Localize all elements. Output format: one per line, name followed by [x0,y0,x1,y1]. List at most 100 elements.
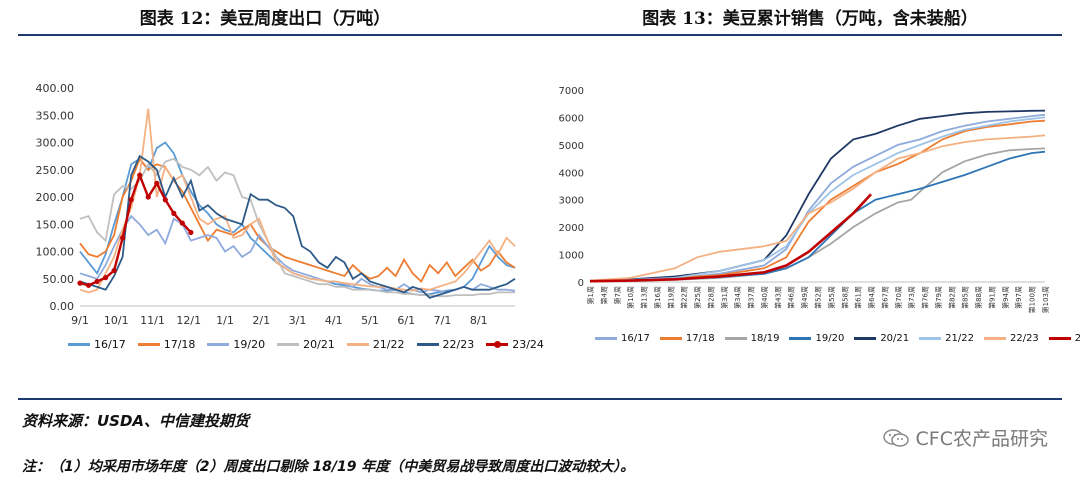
y-tick-label: 50.00 [43,273,75,286]
series-line-19-20 [589,150,1046,283]
series-point-23-24 [171,210,177,216]
x-tick-label: 第91周 [987,286,996,309]
x-tick-label: 第88周 [974,286,983,309]
series-line-16-17 [589,113,1046,282]
x-tick-label: 第52周 [814,286,823,309]
x-tick-label: 第43周 [773,286,782,309]
legend-label: 20/21 [880,333,910,344]
legend-label: 19/20 [233,338,266,351]
legend-label: 17/18 [163,338,196,351]
legend-swatch [724,337,747,340]
y-tick-label: 300.00 [36,137,75,150]
series-line-21-22 [79,108,516,294]
legend-swatch [346,343,369,346]
x-tick-label: 第55周 [827,286,836,309]
series-line-17-18 [79,156,516,283]
y-tick-label: 350.00 [36,109,75,122]
legend-swatch [1048,337,1071,340]
wechat-icon [882,428,909,447]
series-point-23-24 [188,229,194,236]
top-divider [18,34,1062,36]
legend-swatch [983,337,1006,340]
legend-swatch [919,337,942,340]
x-tick-label: 第97周 [1014,286,1023,309]
x-tick-label: 第76周 [921,286,930,309]
x-tick-label: 第46周 [787,286,796,309]
legend-swatch [207,343,230,346]
legend-item-23-24: 23/24 [486,338,544,351]
x-tick-label: 5/1 [361,314,379,327]
x-tick-label: 7/1 [434,314,452,327]
x-tick-label: 第16周 [653,286,662,309]
legend-label: 21/22 [372,338,405,351]
x-tick-label: 第103周 [1041,286,1050,313]
x-tick-label: 4/1 [325,314,343,327]
watermark: CFC农产品研究 [882,424,1048,451]
x-tick-label: 12/1 [176,314,201,327]
x-tick-label: 第10周 [626,286,635,309]
series-line-20-21 [589,109,1046,282]
legend-item-16-17: 16/17 [68,338,126,351]
chart-12-title: 图表 12：美豆周度出口（万吨） [139,9,391,29]
x-tick-label: 第13周 [640,286,649,309]
x-tick-label: 第34周 [733,286,742,309]
x-tick-label: 1/1 [216,314,234,327]
x-tick-label: 第61周 [854,286,863,309]
legend-label: 21/22 [945,333,974,344]
x-tick-label: 第58周 [840,286,849,309]
y-tick-label: 5000 [559,141,584,152]
y-tick-label: 3000 [559,196,584,207]
legend-item-19-20: 19/20 [789,333,844,344]
legend-label: 16/17 [621,333,650,344]
y-tick-label: 2000 [559,223,584,234]
x-tick-label: 第40周 [760,286,769,309]
series-line-18-19 [589,147,1046,283]
legend-item-21-22: 21/22 [346,338,405,351]
series-point-23-24 [77,280,83,286]
legend-label: 18/19 [750,333,780,344]
y-tick-label: 7000 [559,86,584,97]
series-point-23-24 [137,172,143,178]
y-tick-label: 4000 [559,168,584,179]
series-point-23-24 [111,267,117,274]
x-tick-label: 第64周 [867,286,876,309]
x-tick-label: 2/1 [252,314,270,327]
legend-item-17-18: 17/18 [659,333,715,344]
legend-label: 23/24 [1074,333,1080,344]
x-tick-label: 第37周 [747,286,756,309]
x-tick-label: 第25周 [693,286,702,309]
legend-item-23-24: 23/24 [1048,333,1080,344]
series-line-19-20 [79,214,516,294]
legend-item-22-23: 22/23 [416,338,474,351]
x-tick-label: 3/1 [289,314,307,327]
x-tick-label: 第73周 [907,286,916,309]
legend-swatch [486,341,509,348]
x-tick-label: 11/1 [140,314,165,327]
y-tick-label: 400.00 [36,82,75,95]
y-tick-label: 1000 [559,251,584,262]
series-point-23-24 [128,197,134,203]
legend-swatch [659,337,682,340]
x-tick-label: 第28周 [706,286,715,309]
legend-item-21-22: 21/22 [919,333,974,344]
weekly-exports-legend: 16/17 17/18 19/20 20/21 21/22 22/23 23/24 [68,338,544,351]
legend-label: 23/24 [512,338,544,351]
footnote: 注：（1）均采用市场年度（2）周度出口剔除 18/19 年度（中美贸易战导致周度… [22,459,635,475]
x-tick-label: 第7周 [613,286,622,304]
legend-item-22-23: 22/23 [983,333,1039,344]
source-note: 资料来源：USDA、中信建投期货 [22,412,250,430]
legend-swatch [854,337,877,340]
series-point-23-24 [179,220,185,226]
x-tick-label: 第82周 [947,286,956,309]
series-line-17-18 [589,119,1046,282]
x-tick-label: 第67周 [880,286,889,309]
x-tick-label: 9/1 [71,314,89,327]
y-tick-label: 150.00 [36,218,75,231]
series-line-22-23 [79,154,516,299]
y-tick-label: 0 [578,278,584,289]
x-tick-label: 第4周 [599,286,608,304]
legend-item-17-18: 17/18 [137,338,196,351]
x-tick-label: 第100周 [1028,286,1037,313]
x-tick-label: 第31周 [720,286,729,309]
